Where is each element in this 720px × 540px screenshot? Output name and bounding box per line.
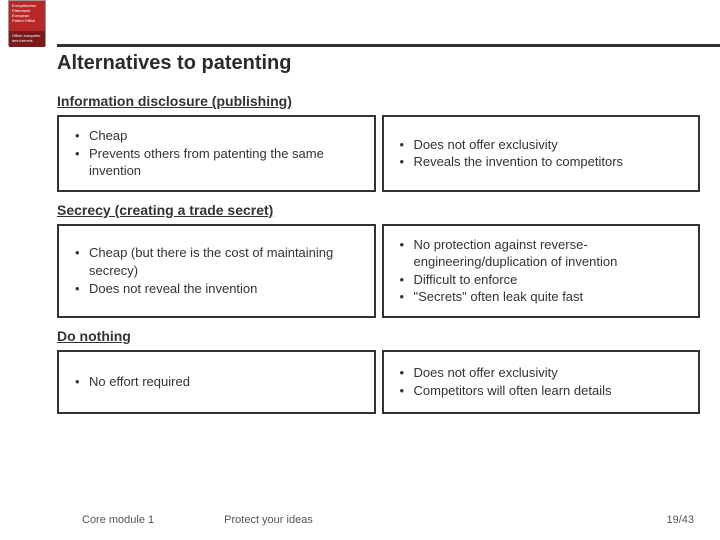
cons-cell-2: No protection against reverse-engineerin…	[382, 224, 701, 318]
slide-footer: Core module 1 Protect your ideas 19/43	[0, 514, 720, 526]
section-header-2: Secrecy (creating a trade secret)	[57, 202, 700, 218]
slide-title: Alternatives to patenting	[57, 52, 700, 75]
list-item: No effort required	[73, 373, 190, 391]
list-item: Competitors will often learn details	[398, 382, 612, 400]
logo-bottom-text: Office européen des brevets	[9, 31, 45, 47]
page-number: 19/43	[666, 514, 694, 526]
logo-top-text: Europäisches Patentamt European Patent O…	[9, 1, 45, 31]
section-header-3: Do nothing	[57, 328, 700, 344]
section-header-1: Information disclosure (publishing)	[57, 93, 700, 109]
list-item: Reveals the invention to competitors	[398, 153, 624, 171]
pros-cell-2: Cheap (but there is the cost of maintain…	[57, 224, 376, 318]
footer-module: Core module 1	[82, 514, 154, 526]
header-divider	[57, 44, 720, 47]
section-row-3: No effort required Does not offer exclus…	[57, 350, 700, 414]
list-item: Cheap (but there is the cost of maintain…	[73, 244, 364, 279]
list-item: "Secrets" often leak quite fast	[398, 288, 689, 306]
footer-subtitle: Protect your ideas	[224, 514, 313, 526]
epo-logo: Europäisches Patentamt European Patent O…	[8, 0, 46, 46]
list-item: Does not offer exclusivity	[398, 136, 624, 154]
list-item: Difficult to enforce	[398, 271, 689, 289]
pros-cell-3: No effort required	[57, 350, 376, 414]
list-item: Prevents others from patenting the same …	[73, 145, 364, 180]
slide-content: Alternatives to patenting Information di…	[57, 52, 700, 424]
list-item: Cheap	[73, 127, 364, 145]
list-item: Does not reveal the invention	[73, 280, 364, 298]
cons-cell-1: Does not offer exclusivity Reveals the i…	[382, 115, 701, 192]
list-item: No protection against reverse-engineerin…	[398, 236, 689, 271]
cons-cell-3: Does not offer exclusivity Competitors w…	[382, 350, 701, 414]
list-item: Does not offer exclusivity	[398, 364, 612, 382]
section-row-2: Cheap (but there is the cost of maintain…	[57, 224, 700, 318]
pros-cell-1: Cheap Prevents others from patenting the…	[57, 115, 376, 192]
section-row-1: Cheap Prevents others from patenting the…	[57, 115, 700, 192]
